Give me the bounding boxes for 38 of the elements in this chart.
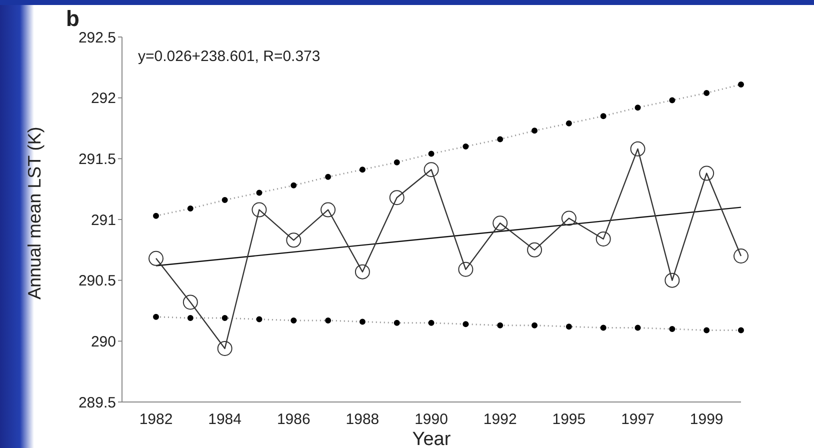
point bbox=[148, 250, 164, 266]
point bbox=[424, 162, 439, 178]
point bbox=[320, 202, 336, 218]
point bbox=[734, 248, 748, 264]
x-tick-label: 1984 bbox=[208, 411, 242, 428]
x-tick-label: 1990 bbox=[414, 411, 448, 428]
x-tick-label: 1999 bbox=[690, 411, 724, 428]
y-axis-title: Annual mean LST (K) bbox=[24, 126, 44, 300]
point bbox=[630, 141, 646, 156]
point bbox=[699, 166, 714, 181]
x-tick-label: 1995 bbox=[552, 411, 586, 428]
y-tick-label: 289.5 bbox=[78, 394, 116, 412]
point bbox=[492, 216, 508, 231]
y-tick-label: 290 bbox=[90, 333, 116, 350]
y-tick-label: 291 bbox=[90, 212, 116, 229]
point bbox=[389, 190, 404, 206]
annotation: y=0.026+238.601, R=0.373 bbox=[138, 48, 320, 65]
y-tick-label: 292 bbox=[90, 90, 116, 108]
y-tick-label: 292.5 bbox=[78, 29, 116, 46]
point bbox=[252, 202, 267, 218]
point bbox=[458, 262, 474, 277]
point bbox=[286, 232, 302, 248]
text: b bbox=[66, 6, 80, 32]
point bbox=[527, 242, 542, 258]
x-tick-label: 1992 bbox=[483, 411, 517, 428]
point bbox=[561, 210, 576, 226]
point bbox=[664, 272, 680, 288]
x-tick-label: 1988 bbox=[346, 411, 380, 428]
point bbox=[596, 231, 611, 246]
point bbox=[217, 340, 232, 356]
point bbox=[354, 264, 370, 280]
x-axis-title: Year bbox=[412, 429, 452, 448]
y-tick-label: 290.5 bbox=[78, 272, 116, 290]
x-tick-label: 1997 bbox=[621, 411, 654, 428]
point bbox=[182, 294, 198, 310]
x-tick-label: 1986 bbox=[276, 411, 310, 428]
x-tick-label: 1982 bbox=[139, 411, 173, 428]
y-tick-label: 291.5 bbox=[78, 150, 116, 168]
